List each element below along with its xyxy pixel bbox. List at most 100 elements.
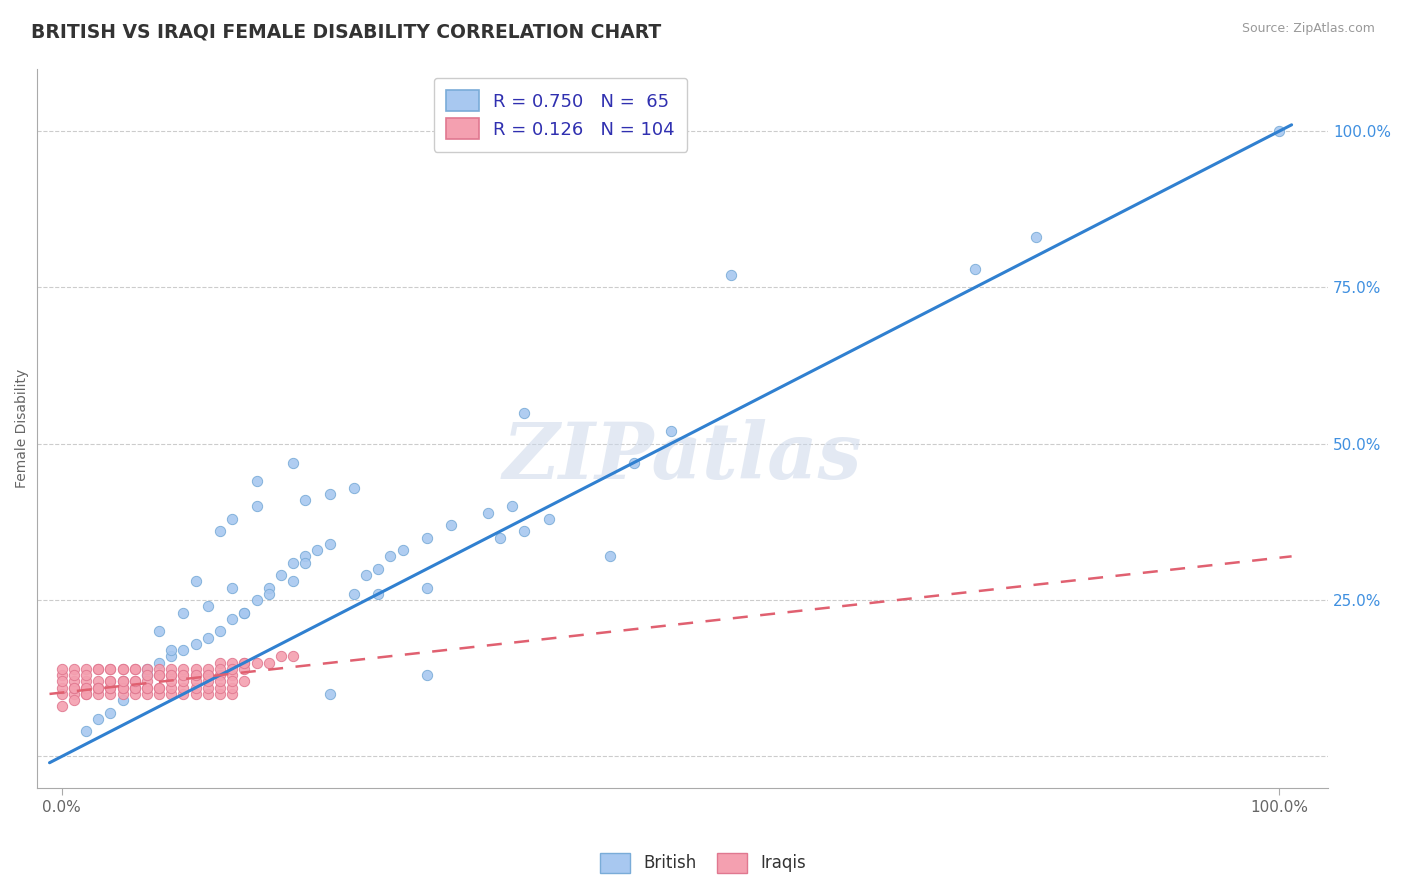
Point — [63, 668, 86, 682]
Point — [51, 662, 73, 676]
Point — [111, 681, 134, 695]
Point — [87, 687, 110, 701]
Point — [100, 662, 122, 676]
Point — [111, 674, 134, 689]
Point — [343, 587, 366, 601]
Point — [208, 674, 231, 689]
Point — [380, 549, 402, 564]
Point — [87, 662, 110, 676]
Point — [75, 674, 97, 689]
Point — [197, 674, 219, 689]
Point — [197, 599, 219, 614]
Point — [184, 637, 207, 651]
Point — [124, 662, 146, 676]
Point — [63, 681, 86, 695]
Point — [111, 693, 134, 707]
Point — [172, 662, 194, 676]
Point — [87, 681, 110, 695]
Point — [184, 674, 207, 689]
Point — [51, 668, 73, 682]
Point — [124, 681, 146, 695]
Point — [318, 487, 340, 501]
Point — [136, 662, 159, 676]
Point — [100, 674, 122, 689]
Point — [184, 662, 207, 676]
Point — [136, 668, 159, 682]
Point — [221, 668, 243, 682]
Point — [623, 456, 645, 470]
Point — [513, 405, 536, 419]
Point — [197, 668, 219, 682]
Point — [51, 687, 73, 701]
Point — [184, 687, 207, 701]
Point — [111, 674, 134, 689]
Point — [208, 656, 231, 670]
Point — [87, 712, 110, 726]
Point — [63, 687, 86, 701]
Point — [245, 656, 267, 670]
Point — [221, 512, 243, 526]
Point — [257, 656, 280, 670]
Point — [63, 681, 86, 695]
Point — [136, 687, 159, 701]
Point — [172, 681, 194, 695]
Point — [245, 593, 267, 607]
Point — [307, 543, 329, 558]
Point — [100, 674, 122, 689]
Point — [100, 681, 122, 695]
Point — [63, 674, 86, 689]
Point — [75, 662, 97, 676]
Point — [63, 693, 86, 707]
Point — [720, 268, 742, 282]
Point — [197, 681, 219, 695]
Point — [197, 668, 219, 682]
Point — [136, 668, 159, 682]
Point — [294, 556, 316, 570]
Point — [136, 674, 159, 689]
Point — [221, 581, 243, 595]
Point — [367, 587, 389, 601]
Point — [318, 537, 340, 551]
Point — [51, 674, 73, 689]
Point — [659, 424, 682, 438]
Point — [172, 687, 194, 701]
Point — [281, 556, 304, 570]
Point — [208, 687, 231, 701]
Point — [197, 687, 219, 701]
Point — [160, 649, 183, 664]
Point — [124, 674, 146, 689]
Point — [257, 581, 280, 595]
Text: Source: ZipAtlas.com: Source: ZipAtlas.com — [1241, 22, 1375, 36]
Point — [100, 687, 122, 701]
Point — [416, 531, 439, 545]
Point — [233, 606, 256, 620]
Point — [160, 668, 183, 682]
Point — [100, 662, 122, 676]
Point — [148, 681, 170, 695]
Point — [124, 674, 146, 689]
Point — [208, 662, 231, 676]
Point — [1268, 124, 1291, 138]
Point — [136, 681, 159, 695]
Point — [148, 687, 170, 701]
Point — [281, 456, 304, 470]
Point — [148, 624, 170, 639]
Point — [160, 674, 183, 689]
Point — [233, 674, 256, 689]
Point — [160, 643, 183, 657]
Point — [172, 643, 194, 657]
Point — [221, 681, 243, 695]
Point — [197, 631, 219, 645]
Point — [148, 681, 170, 695]
Point — [87, 674, 110, 689]
Point — [124, 687, 146, 701]
Point — [87, 662, 110, 676]
Point — [294, 493, 316, 508]
Point — [172, 668, 194, 682]
Point — [148, 668, 170, 682]
Point — [111, 681, 134, 695]
Point — [172, 606, 194, 620]
Point — [1025, 230, 1047, 244]
Point — [221, 662, 243, 676]
Point — [270, 568, 292, 582]
